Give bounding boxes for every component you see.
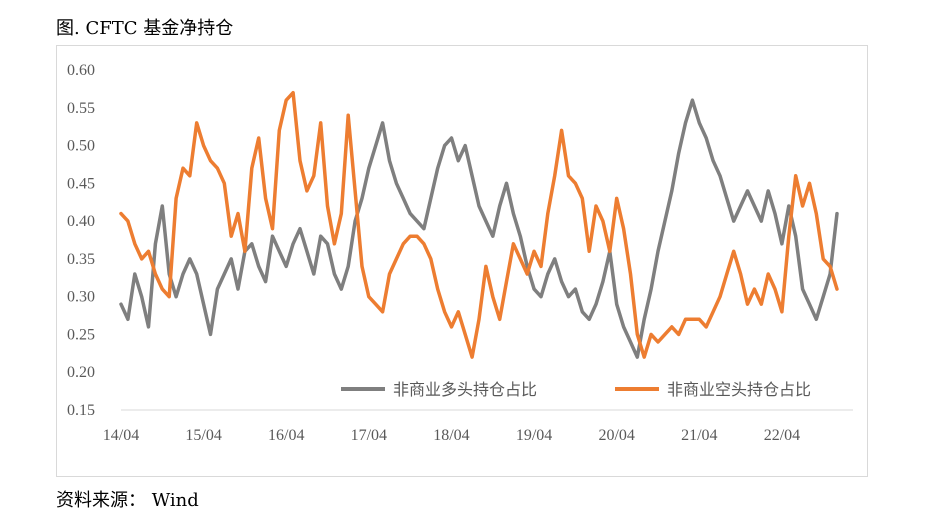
legend: 非商业多头持仓占比 非商业空头持仓占比	[341, 380, 811, 399]
figure-title: 图. CFTC 基金净持仓	[56, 18, 234, 39]
legend-label: 非商业空头持仓占比	[667, 380, 811, 399]
series-layer	[119, 90, 839, 359]
x-tick-label: 19/04	[516, 427, 552, 444]
legend-label: 非商业多头持仓占比	[393, 380, 537, 399]
x-tick-label: 20/04	[598, 427, 634, 444]
chart-area: 0.60 0.55 0.50 0.45 0.40 0.35 0.30 0.25 0.20 0.15…	[56, 45, 868, 477]
x-tick-label: 18/04	[433, 427, 469, 444]
y-tick-label: 0.60	[67, 62, 95, 79]
y-tick-label: 0.15	[67, 402, 95, 419]
y-tick-label: 0.55	[67, 100, 95, 117]
x-axis: 14/04 15/04 16/04 17/04 18/04 19/04 20/04 21/04…	[103, 427, 800, 444]
series-line-long	[119, 98, 839, 359]
x-tick-label: 16/04	[268, 427, 304, 444]
y-tick-label: 0.35	[67, 251, 95, 268]
series-line-short	[119, 90, 839, 359]
y-tick-label: 0.30	[67, 289, 95, 306]
x-tick-label: 17/04	[351, 427, 387, 444]
y-axis: 0.60 0.55 0.50 0.45 0.40 0.35 0.30 0.25 0.20 0.15	[67, 62, 95, 419]
x-tick-label: 14/04	[103, 427, 139, 444]
x-tick-label: 21/04	[681, 427, 717, 444]
y-tick-label: 0.40	[67, 213, 95, 230]
source-note: 资料来源： Wind	[56, 490, 199, 511]
x-tick-label: 15/04	[185, 427, 221, 444]
y-tick-label: 0.50	[67, 138, 95, 155]
line-chart: 0.60 0.55 0.50 0.45 0.40 0.35 0.30 0.25 0.20 0.15…	[67, 62, 853, 444]
y-tick-label: 0.25	[67, 326, 95, 343]
x-tick-label: 22/04	[764, 427, 800, 444]
y-tick-label: 0.45	[67, 175, 95, 192]
y-tick-label: 0.20	[67, 364, 95, 381]
